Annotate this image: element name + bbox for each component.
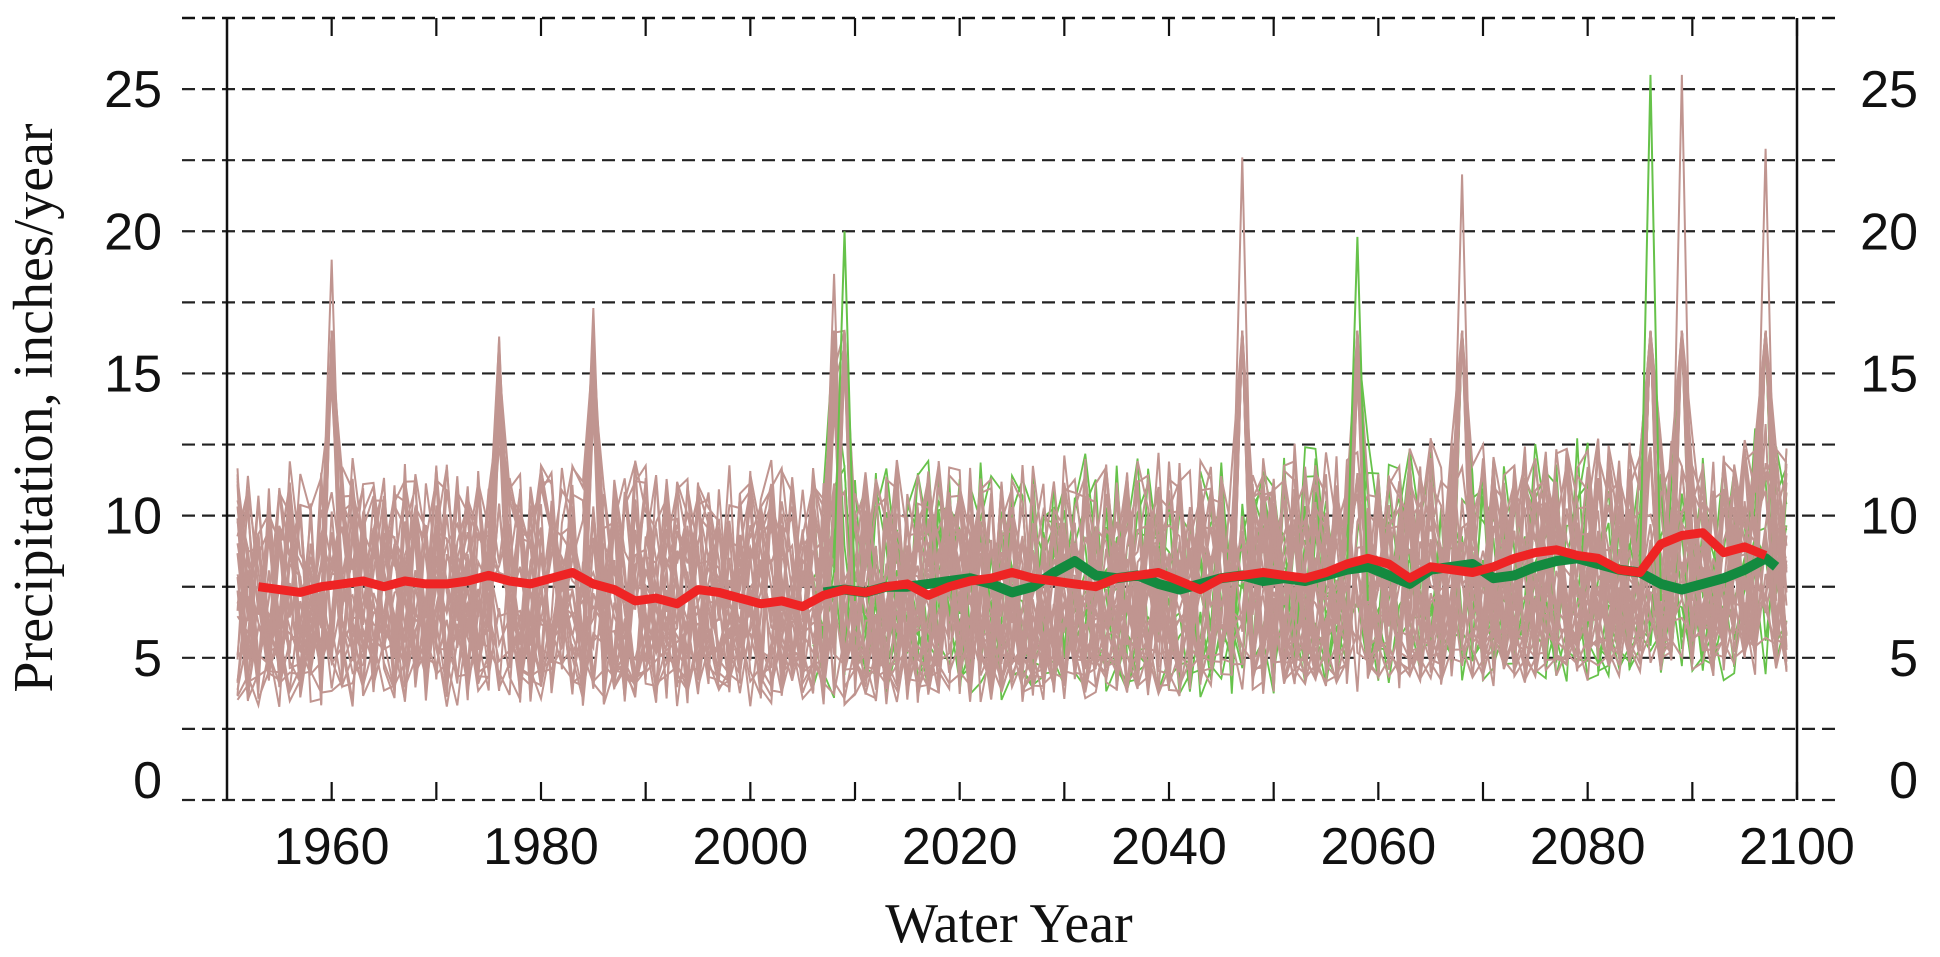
ensemble-line-brown — [236, 330, 1788, 700]
x-tick-label: 2060 — [1320, 818, 1436, 876]
x-tick-label: 2100 — [1739, 818, 1855, 876]
mean-lines — [257, 528, 1780, 612]
ensemble-line-brown — [236, 330, 1788, 697]
ensemble-peak — [581, 308, 605, 601]
ensemble-peak — [1639, 74, 1662, 601]
ensemble-peak — [1754, 148, 1778, 601]
y-tick-label-right: 10 — [1860, 488, 1918, 546]
ensemble-peak — [822, 273, 846, 601]
ensemble-peak — [487, 336, 511, 601]
y-tick-label-left: 20 — [104, 203, 162, 261]
ensemble-line-brown — [236, 330, 1788, 700]
y-tick-label-right: 15 — [1860, 345, 1918, 403]
ensemble-peak — [320, 259, 344, 601]
y-tick-label-left: 10 — [104, 488, 162, 546]
mean-line-red — [257, 528, 1768, 612]
y-tick-label-left: 0 — [133, 752, 162, 810]
y-tick-label-right: 5 — [1889, 630, 1918, 688]
ensemble-peak — [1670, 74, 1694, 601]
ensemble-lines — [236, 74, 1788, 709]
gridlines — [182, 87, 1842, 802]
ensemble-peak — [1345, 236, 1369, 601]
y-tick-label-right: 0 — [1889, 752, 1918, 810]
y-tick-label-right: 20 — [1860, 203, 1918, 261]
axis-ticks — [330, 18, 1799, 800]
ensemble-peak — [833, 231, 856, 601]
x-tick-label: 2020 — [902, 818, 1018, 876]
ensemble-line-brown — [236, 330, 1788, 707]
x-tick-label: 2040 — [1111, 818, 1227, 876]
x-tick-label: 2000 — [692, 818, 808, 876]
plot-frame — [182, 16, 1842, 800]
x-tick-label: 1980 — [483, 818, 599, 876]
y-tick-label-left: 25 — [104, 61, 162, 119]
y-tick-label-right: 25 — [1860, 61, 1918, 119]
x-tick-label: 2080 — [1530, 818, 1646, 876]
y-tick-label-left: 5 — [133, 630, 162, 688]
ensemble-peak — [1450, 174, 1474, 601]
ensemble-peak — [1230, 157, 1254, 601]
y-axis-title: Precipitation, inches/year — [3, 123, 65, 692]
x-axis-title: Water Year — [885, 893, 1133, 955]
x-tick-label: 1960 — [274, 818, 390, 876]
y-tick-label-left: 15 — [104, 345, 162, 403]
